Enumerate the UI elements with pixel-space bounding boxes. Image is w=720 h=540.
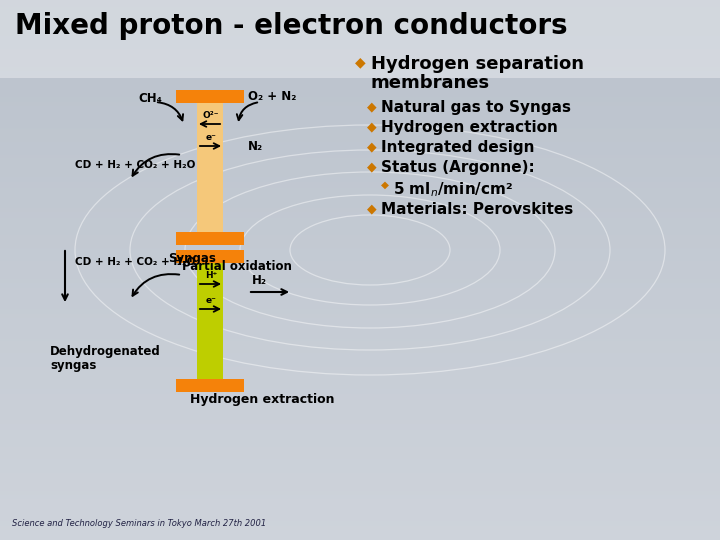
Text: Natural gas to Syngas: Natural gas to Syngas — [381, 100, 571, 115]
Bar — [176, 379, 244, 392]
Text: Science and Technology Seminars in Tokyo March 27th 2001: Science and Technology Seminars in Tokyo… — [12, 519, 266, 528]
Text: Hydrogen extraction: Hydrogen extraction — [381, 120, 558, 135]
Text: Mixed proton - electron conductors: Mixed proton - electron conductors — [15, 12, 567, 40]
Text: Materials: Perovskites: Materials: Perovskites — [381, 202, 573, 217]
Bar — [176, 232, 244, 245]
Text: Syngas: Syngas — [168, 252, 216, 265]
Text: ◆: ◆ — [367, 120, 377, 133]
Text: H⁺: H⁺ — [205, 271, 217, 280]
Text: syngas: syngas — [50, 359, 96, 372]
Text: Hydrogen extraction: Hydrogen extraction — [190, 393, 335, 406]
Text: ◆: ◆ — [355, 55, 366, 69]
Text: Dehydrogenated: Dehydrogenated — [50, 345, 161, 358]
Text: O²⁻: O²⁻ — [203, 111, 220, 120]
Text: Partial oxidation: Partial oxidation — [182, 260, 292, 273]
Bar — [176, 90, 244, 103]
Text: ◆: ◆ — [367, 140, 377, 153]
Text: CD + H₂ + CO₂ + H₂O: CD + H₂ + CO₂ + H₂O — [75, 257, 195, 267]
Text: ◆: ◆ — [367, 202, 377, 215]
Text: 5 ml$_n$/min/cm²: 5 ml$_n$/min/cm² — [393, 180, 513, 199]
Text: N₂: N₂ — [248, 140, 263, 153]
Text: Status (Argonne):: Status (Argonne): — [381, 160, 535, 175]
Text: Integrated design: Integrated design — [381, 140, 534, 155]
Text: CH₄: CH₄ — [138, 91, 162, 105]
Text: O₂ + N₂: O₂ + N₂ — [248, 90, 297, 103]
Text: ◆: ◆ — [381, 180, 389, 190]
Text: e⁻: e⁻ — [206, 133, 217, 142]
Bar — [176, 250, 244, 263]
Text: H₂: H₂ — [252, 273, 267, 287]
Text: e⁻: e⁻ — [206, 296, 217, 305]
Text: CD + H₂ + CO₂ + H₂O: CD + H₂ + CO₂ + H₂O — [75, 160, 195, 170]
Text: membranes: membranes — [371, 74, 490, 92]
Text: ◆: ◆ — [367, 160, 377, 173]
Text: Hydrogen separation: Hydrogen separation — [371, 55, 584, 73]
Bar — [197, 103, 223, 232]
Bar — [0, 0, 720, 78]
Bar — [197, 263, 223, 379]
Text: ◆: ◆ — [367, 100, 377, 113]
